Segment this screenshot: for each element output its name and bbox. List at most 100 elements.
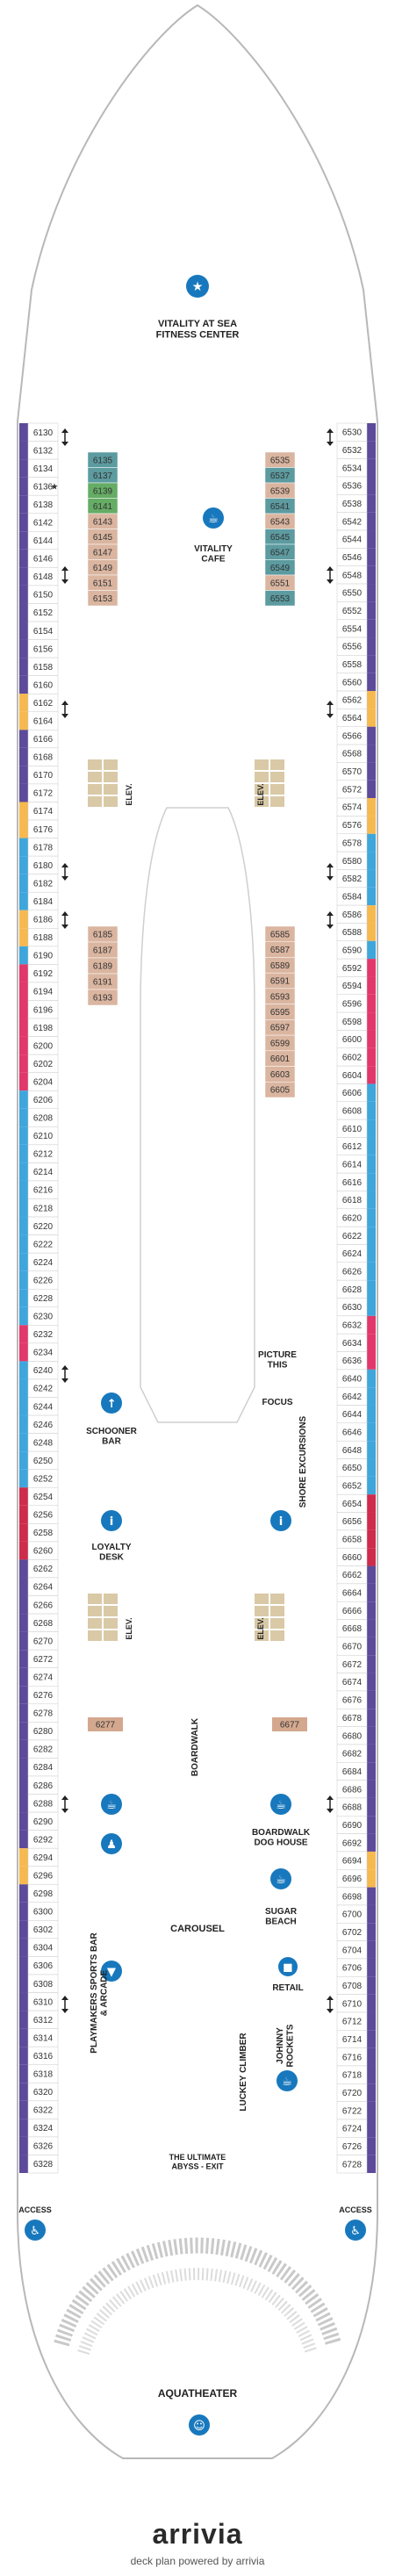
cabin-6208[interactable]: 6208: [19, 1108, 59, 1127]
cabin-6160[interactable]: 6160: [19, 675, 59, 694]
cabin-6592[interactable]: 6592: [336, 958, 376, 977]
cabin-6224[interactable]: 6224: [19, 1252, 59, 1271]
cabin-6684[interactable]: 6684: [336, 1762, 376, 1781]
cabin-6218[interactable]: 6218: [19, 1198, 59, 1218]
cabin-6189[interactable]: 6189: [87, 957, 118, 975]
cabin-6130[interactable]: 6130: [19, 422, 59, 442]
cabin-6646[interactable]: 6646: [336, 1422, 376, 1442]
cabin-6537[interactable]: 6537: [264, 467, 296, 484]
cabin-6722[interactable]: 6722: [336, 2101, 376, 2120]
cabin-6670[interactable]: 6670: [336, 1637, 376, 1656]
cabin-6143[interactable]: 6143: [87, 513, 118, 529]
cabin-6700[interactable]: 6700: [336, 1904, 376, 1924]
cabin-6214[interactable]: 6214: [19, 1162, 59, 1182]
cabin-6688[interactable]: 6688: [336, 1797, 376, 1817]
cabin-6232[interactable]: 6232: [19, 1325, 59, 1344]
cabin-6144[interactable]: 6144: [19, 531, 59, 550]
cabin-6586[interactable]: 6586: [336, 904, 376, 924]
cabin-6712[interactable]: 6712: [336, 2011, 376, 2031]
cabin-6672[interactable]: 6672: [336, 1654, 376, 1673]
cabin-6614[interactable]: 6614: [336, 1155, 376, 1174]
cabin-6185[interactable]: 6185: [87, 925, 118, 943]
cabin-6584[interactable]: 6584: [336, 887, 376, 906]
cabin-6551[interactable]: 6551: [264, 574, 296, 591]
cabin-6286[interactable]: 6286: [19, 1775, 59, 1795]
cabin-6294[interactable]: 6294: [19, 1847, 59, 1867]
cabin-6632[interactable]: 6632: [336, 1315, 376, 1335]
cabin-6692[interactable]: 6692: [336, 1833, 376, 1853]
cabin-6572[interactable]: 6572: [336, 780, 376, 799]
cabin-6322[interactable]: 6322: [19, 2100, 59, 2119]
cabin-6240[interactable]: 6240: [19, 1361, 59, 1380]
cabin-6193[interactable]: 6193: [87, 989, 118, 1006]
cabin-6148[interactable]: 6148: [19, 567, 59, 586]
cabin-6182[interactable]: 6182: [19, 874, 59, 893]
cabin-6276[interactable]: 6276: [19, 1685, 59, 1705]
cabin-6284[interactable]: 6284: [19, 1758, 59, 1777]
cabin-6594[interactable]: 6594: [336, 976, 376, 996]
cabin-6136[interactable]: 6136★: [19, 477, 59, 496]
cabin-6242[interactable]: 6242: [19, 1378, 59, 1398]
cabin-6585[interactable]: 6585: [264, 925, 296, 942]
cabin-6620[interactable]: 6620: [336, 1208, 376, 1227]
cabin-6191[interactable]: 6191: [87, 973, 118, 990]
cabin-6564[interactable]: 6564: [336, 709, 376, 727]
cabin-6146[interactable]: 6146: [19, 549, 59, 568]
cabin-6604[interactable]: 6604: [336, 1065, 376, 1084]
cabin-6648[interactable]: 6648: [336, 1440, 376, 1459]
cabin-6587[interactable]: 6587: [264, 941, 296, 958]
cabin-6558[interactable]: 6558: [336, 655, 376, 673]
cabin-6266[interactable]: 6266: [19, 1595, 59, 1615]
cabin-6660[interactable]: 6660: [336, 1547, 376, 1566]
cabin-6677[interactable]: 6677: [272, 1717, 307, 1731]
cabin-6196[interactable]: 6196: [19, 1000, 59, 1019]
cabin-6610[interactable]: 6610: [336, 1119, 376, 1138]
cabin-6588[interactable]: 6588: [336, 923, 376, 942]
cabin-6568[interactable]: 6568: [336, 744, 376, 763]
cabin-6150[interactable]: 6150: [19, 585, 59, 604]
cabin-6624[interactable]: 6624: [336, 1244, 376, 1263]
cabin-6170[interactable]: 6170: [19, 766, 59, 785]
cabin-6132[interactable]: 6132: [19, 441, 59, 460]
cabin-6198[interactable]: 6198: [19, 1018, 59, 1037]
cabin-6690[interactable]: 6690: [336, 1816, 376, 1834]
cabin-6316[interactable]: 6316: [19, 2046, 59, 2065]
cabin-6277[interactable]: 6277: [88, 1717, 123, 1731]
cabin-6543[interactable]: 6543: [264, 513, 296, 529]
cabin-6591[interactable]: 6591: [264, 972, 296, 989]
cabin-6546[interactable]: 6546: [336, 548, 376, 566]
cabin-6535[interactable]: 6535: [264, 451, 296, 468]
cabin-6256[interactable]: 6256: [19, 1505, 59, 1524]
cabin-6304[interactable]: 6304: [19, 1938, 59, 1957]
cabin-6280[interactable]: 6280: [19, 1722, 59, 1741]
cabin-6272[interactable]: 6272: [19, 1649, 59, 1668]
cabin-6210[interactable]: 6210: [19, 1126, 59, 1146]
cabin-6600[interactable]: 6600: [336, 1030, 376, 1049]
cabin-6188[interactable]: 6188: [19, 928, 59, 947]
cabin-6612[interactable]: 6612: [336, 1137, 376, 1156]
cabin-6202[interactable]: 6202: [19, 1054, 59, 1073]
cabin-6184[interactable]: 6184: [19, 891, 59, 911]
cabin-6298[interactable]: 6298: [19, 1884, 59, 1903]
cabin-6664[interactable]: 6664: [336, 1583, 376, 1602]
cabin-6296[interactable]: 6296: [19, 1866, 59, 1885]
cabin-6548[interactable]: 6548: [336, 565, 376, 585]
cabin-6566[interactable]: 6566: [336, 726, 376, 745]
cabin-6570[interactable]: 6570: [336, 762, 376, 781]
cabin-6720[interactable]: 6720: [336, 2083, 376, 2102]
cabin-6668[interactable]: 6668: [336, 1619, 376, 1638]
cabin-6578[interactable]: 6578: [336, 833, 376, 853]
cabin-6212[interactable]: 6212: [19, 1144, 59, 1163]
cabin-6724[interactable]: 6724: [336, 2119, 376, 2138]
cabin-6536[interactable]: 6536: [336, 476, 376, 495]
cabin-6320[interactable]: 6320: [19, 2083, 59, 2102]
cabin-6636[interactable]: 6636: [336, 1351, 376, 1371]
cabin-6151[interactable]: 6151: [87, 574, 118, 591]
cabin-6200[interactable]: 6200: [19, 1036, 59, 1055]
cabin-6718[interactable]: 6718: [336, 2065, 376, 2084]
cabin-6652[interactable]: 6652: [336, 1476, 376, 1495]
cabin-6156[interactable]: 6156: [19, 639, 59, 658]
cabin-6300[interactable]: 6300: [19, 1902, 59, 1921]
cabin-6589[interactable]: 6589: [264, 957, 296, 974]
cabin-6608[interactable]: 6608: [336, 1101, 376, 1120]
